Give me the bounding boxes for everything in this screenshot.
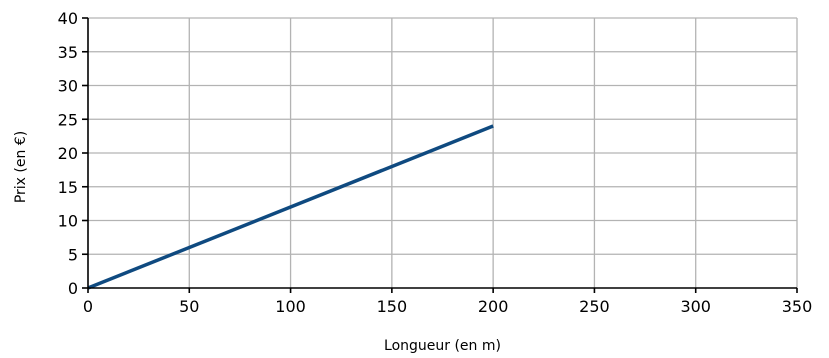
y-tick-label: 15	[58, 178, 78, 197]
x-tick-label: 250	[579, 297, 610, 316]
y-tick-label: 20	[58, 144, 78, 163]
y-tick-label: 40	[58, 9, 78, 28]
y-tick-label: 30	[58, 77, 78, 96]
series-layer	[87, 124, 494, 290]
x-axis-label: Longueur (en m)	[384, 338, 501, 354]
x-tick-label: 50	[179, 297, 199, 316]
x-tick-label: 100	[275, 297, 306, 316]
x-tick-label: 200	[478, 297, 509, 316]
x-tick-label: 0	[83, 297, 93, 316]
x-tick-label: 150	[377, 297, 408, 316]
y-axis-label: Prix (en €)	[13, 131, 29, 203]
y-tick-label: 10	[58, 212, 78, 231]
y-tick-label: 0	[68, 279, 78, 298]
x-tick-label: 300	[680, 297, 711, 316]
ticks: 0 50 100 150 200 250 300 350 0 5 10 15 20 25 30 35 40	[58, 9, 813, 316]
grid	[88, 17, 798, 288]
x-tick-label: 350	[782, 297, 813, 316]
y-tick-label: 35	[58, 43, 78, 62]
series-line	[87, 124, 494, 290]
y-tick-label: 25	[58, 110, 78, 129]
y-tick-label: 5	[68, 245, 78, 264]
